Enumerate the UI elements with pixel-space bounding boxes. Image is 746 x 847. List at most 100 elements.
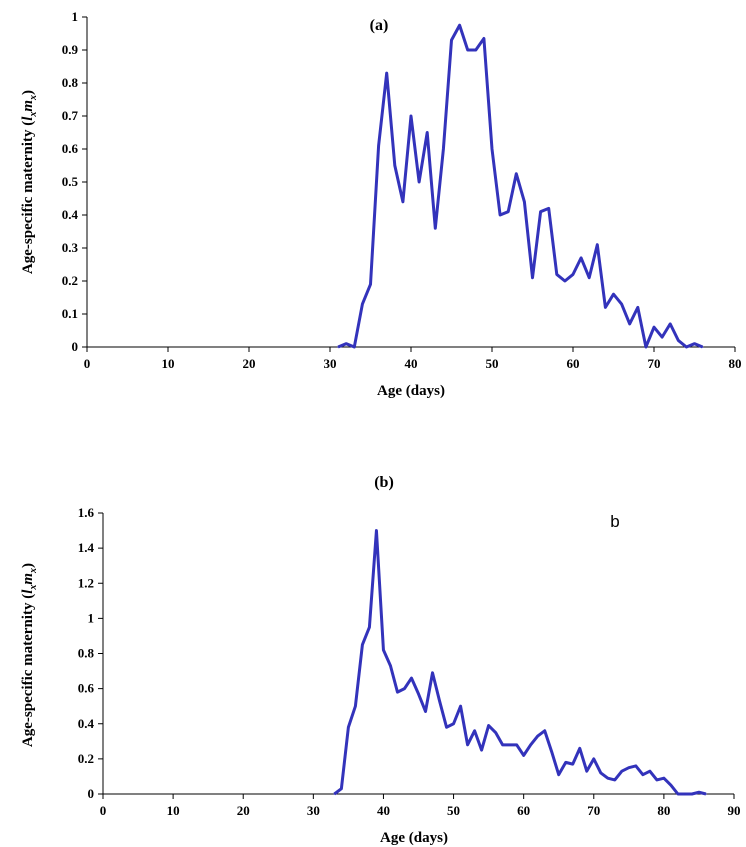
chart-a-data-point (491, 148, 493, 150)
chart-a-data-point (604, 306, 607, 309)
chart-b-y-tick-label: 1.4 (78, 540, 95, 555)
chart-a-data-point (337, 346, 339, 348)
chart-a-x-tick-label: 30 (324, 356, 337, 371)
chart-a-y-tick-label: 0 (72, 339, 79, 354)
chart-a-y-tick-label: 0.1 (62, 306, 78, 321)
chart-b-data-point (585, 770, 588, 772)
chart-b-data-point (691, 793, 693, 795)
chart-b-data-point (333, 793, 336, 795)
chart-a-data-point (483, 37, 485, 40)
chart-b-data-point (550, 751, 553, 753)
chart-a-data-point (620, 303, 623, 305)
chart-a-data-point (685, 346, 688, 348)
chart-a-data-point (345, 342, 348, 345)
chart-a-data-point (653, 326, 655, 329)
chart-b-y-tick-label: 0.4 (78, 716, 95, 731)
chart-b-y-tick-label: 0.2 (78, 751, 94, 766)
chart-a-data-point (661, 336, 663, 338)
chart-a-ylabel-text: Age-specific maternity (lxmx) (20, 90, 39, 274)
chart-b-data-point (389, 664, 392, 667)
chart-b-x-tick-label: 20 (237, 803, 250, 818)
chart-a-x-tick-label: 70 (648, 356, 661, 371)
chart-a-data-point (677, 339, 680, 342)
chart-b-data-point (642, 773, 644, 776)
chart-a-y-tick-label: 1 (72, 9, 79, 24)
chart-b-data-point (452, 722, 455, 725)
chart-a-x-tick-label: 60 (567, 356, 580, 371)
chart-b-y-axis-label: Age-specific maternity (lxmx) (20, 563, 39, 747)
chart-b-data-point (466, 744, 469, 746)
chart-a-y-tick-label: 0.6 (62, 141, 79, 156)
chart-b-data-point (515, 744, 518, 746)
chart-a-data-point (612, 293, 615, 296)
chart-a-data-point (434, 227, 437, 229)
chart-b-data-point (501, 744, 504, 746)
chart-b-x-tick-label: 40 (377, 803, 390, 818)
chart-a-data-point (458, 24, 461, 27)
chart-b-data-point (368, 626, 371, 628)
chart-a-y-tick-label: 0.8 (62, 75, 79, 90)
chart-b-title: (b) (374, 474, 394, 491)
chart-a-data-point (499, 214, 501, 216)
chart-a-data-point (572, 273, 574, 276)
chart-a-data-point (442, 148, 445, 150)
chart-b-data-point (410, 677, 413, 679)
chart-b-series-line (333, 529, 707, 796)
chart-b-data-point (487, 724, 490, 727)
chart-b-data-point (670, 784, 672, 787)
chart-b-data-point (494, 731, 497, 734)
chart-b-data-point (361, 643, 364, 646)
chart-a-data-point (531, 276, 534, 279)
chart-a-data-point (637, 306, 639, 309)
chart-b-data-point (621, 770, 623, 772)
chart-a-y-axis-label: Age-specific maternity (lxmx) (20, 90, 39, 274)
chart-b-data-point (480, 749, 483, 751)
chart-a-data-point (645, 346, 647, 348)
chart-b-data-point (424, 710, 427, 713)
chart-a-data-point (426, 131, 429, 134)
chart-b-data-point (592, 758, 595, 760)
chart-a-data-point (394, 164, 396, 167)
chart-a-x-tick-label: 80 (729, 356, 742, 371)
chart-b-x-tick-label: 60 (517, 803, 530, 818)
chart-b-x-tick-label: 0 (100, 803, 107, 818)
chart-b-x-axis-label: Age (days) (380, 830, 448, 846)
chart-a-plot-area: 00.10.20.30.40.50.60.70.80.910 10 20 30 40 50… (62, 9, 742, 371)
chart-b-data-point (438, 700, 441, 702)
chart-a-series-line (337, 23, 704, 349)
chart-b-data-point (628, 766, 630, 769)
chart-a-data-point (523, 201, 526, 203)
chart-b-data-point (705, 793, 707, 795)
chart-b-x-tick-label: 50 (447, 803, 460, 818)
chart-b-data-point (649, 770, 651, 772)
chart-b-x-tick-label: 70 (587, 803, 600, 818)
chart-b-data-point (431, 672, 434, 674)
chart-a-data-point (588, 276, 590, 279)
chart-b-data-point (557, 773, 560, 776)
chart-b-data-point (403, 687, 406, 690)
chart-a-data-point (693, 342, 696, 345)
chart-b-data-point (347, 726, 350, 729)
chart-a-data-point (556, 273, 558, 276)
chart-b-x-tick-label: 30 (307, 803, 320, 818)
chart-b-ylabel-text: Age-specific maternity (lxmx) (20, 563, 39, 747)
chart-a-data-point (410, 115, 412, 117)
chart-a-data-point (450, 39, 453, 41)
chart-a: (a) Age-specific maternity (lxmx) Age (d… (20, 9, 742, 399)
chart-b-x-tick-label: 10 (167, 803, 180, 818)
chart-a-data-point (547, 207, 550, 210)
chart-b-data-point (677, 793, 679, 795)
chart-a-data-point (475, 49, 477, 51)
chart-a-data-point (701, 346, 704, 348)
chart-a-data-point (385, 72, 388, 74)
chart-b-data-point (340, 787, 343, 790)
chart-a-data-point (369, 283, 372, 286)
chart-a-x-tick-label: 40 (405, 356, 418, 371)
chart-b-data-point (354, 705, 357, 707)
chart-b-y-tick-label: 0.6 (78, 681, 95, 696)
chart-a-data-point (402, 201, 404, 203)
chart-a-data-point (580, 257, 582, 259)
chart-b-plot-area: 0 0.2 0.4 0.6 0.8 1 1.2 1.4 1.6 0 10 20 30 40 50 60 70 80… (78, 505, 741, 818)
chart-a-data-point (539, 210, 542, 213)
